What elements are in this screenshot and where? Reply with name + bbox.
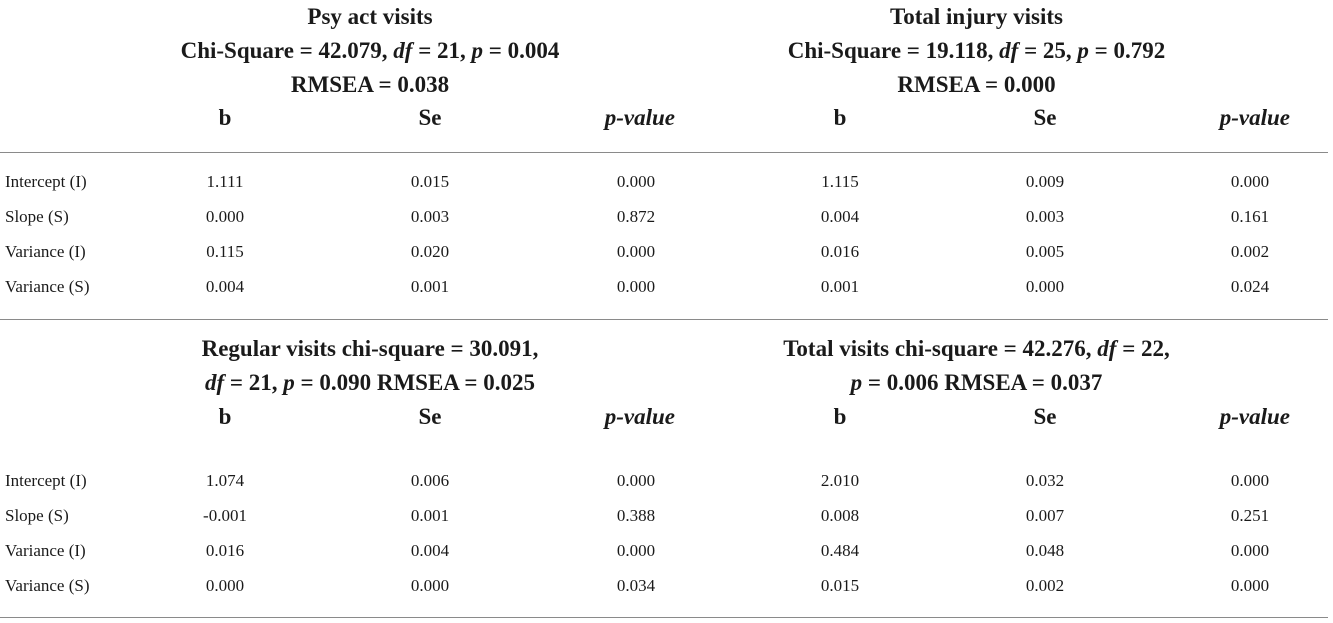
col-header-se-left: Se	[418, 404, 442, 429]
col-header-se-right: Se	[1033, 404, 1057, 429]
col-header-pvalue-left: p-value	[604, 105, 675, 130]
table-row: Slope (S) -0.001 0.001 0.388 0.008 0.007…	[5, 506, 1270, 525]
col-header-b-right: b	[833, 404, 847, 429]
injury-stats: Chi-Square = 19.118, df = 25, p = 0.792	[787, 38, 1166, 63]
col-header-b-left: b	[218, 105, 232, 130]
table-row: Variance (I) 0.115 0.020 0.000 0.016 0.0…	[5, 242, 1270, 261]
col-header-pvalue-right: p-value	[1219, 105, 1290, 130]
col-header-pvalue-left: p-value	[604, 404, 675, 429]
col-header-b-left: b	[218, 404, 232, 429]
injury-title: Total injury visits	[620, 0, 1333, 34]
total-stats-line2: p = 0.006 RMSEA = 0.037	[850, 370, 1103, 395]
injury-title-text: Total injury visits	[890, 4, 1063, 29]
table-row: Variance (S) 0.000 0.000 0.034 0.015 0.0…	[5, 576, 1270, 595]
regular-stats-line2: df = 21, p = 0.090 RMSEA = 0.025	[204, 370, 536, 395]
table-rule	[0, 617, 1328, 618]
table-row: Variance (S) 0.004 0.001 0.000 0.001 0.0…	[5, 277, 1270, 296]
total-stats-line1: Total visits chi-square = 42.276, df = 2…	[783, 336, 1170, 361]
regular-stats-line1: Regular visits chi-square = 30.091,	[201, 336, 539, 361]
psy-rmsea: RMSEA = 0.038	[290, 72, 450, 97]
table-row: Slope (S) 0.000 0.003 0.872 0.004 0.003 …	[5, 207, 1270, 226]
table-rule	[0, 319, 1328, 320]
psy-title: Psy act visits	[0, 0, 740, 34]
table-row: Intercept (I) 1.111 0.015 0.000 1.115 0.…	[5, 172, 1270, 191]
col-header-se-right: Se	[1033, 105, 1057, 130]
col-header-pvalue-right: p-value	[1219, 404, 1290, 429]
injury-rmsea: RMSEA = 0.000	[897, 72, 1056, 97]
psy-stats: Chi-Square = 42.079, df = 21, p = 0.004	[180, 38, 560, 63]
table-row: Variance (I) 0.016 0.004 0.000 0.484 0.0…	[5, 541, 1270, 560]
table-rule	[0, 152, 1328, 153]
psy-title-text: Psy act visits	[307, 4, 433, 29]
col-header-b-right: b	[833, 105, 847, 130]
table-row: Intercept (I) 1.074 0.006 0.000 2.010 0.…	[5, 471, 1270, 490]
col-header-se-left: Se	[418, 105, 442, 130]
